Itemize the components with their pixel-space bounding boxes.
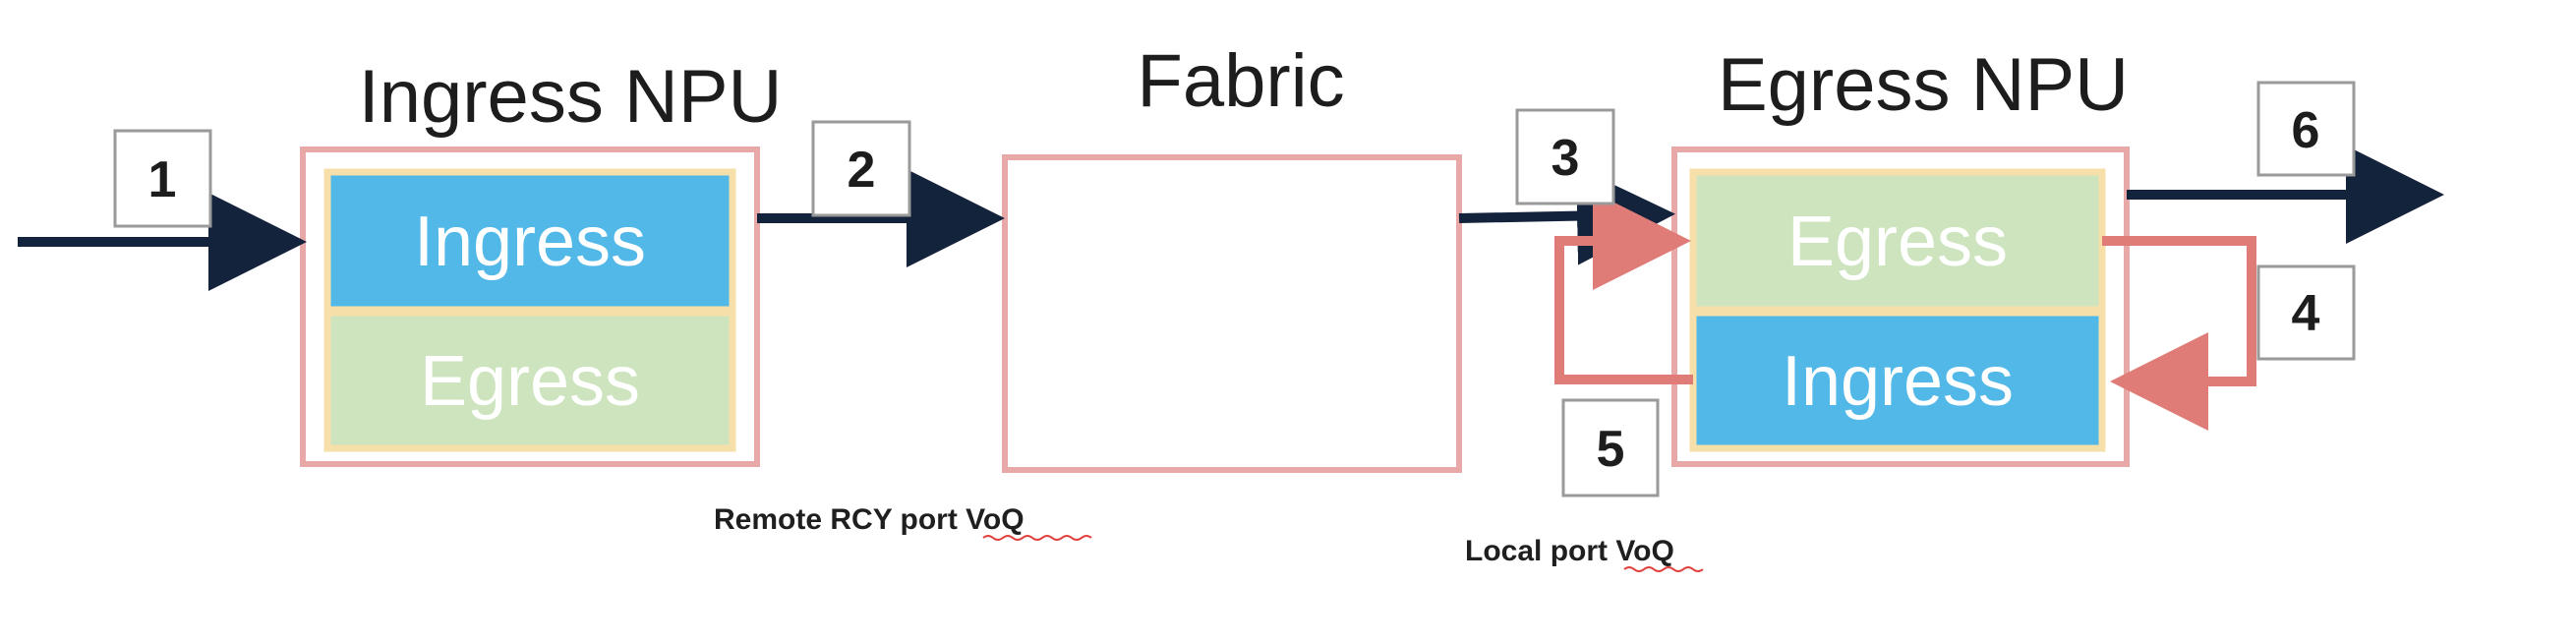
spellcheck-underline-local: [1623, 566, 1704, 572]
ingress-npu-egress-label: Egress: [420, 342, 640, 421]
step-box-2: 2: [811, 120, 911, 217]
note-local-port-voq: Local port VoQ: [1465, 535, 1674, 567]
flow-arrow-to-egress-npu: [1458, 166, 1675, 265]
fabric-box: [1002, 154, 1462, 473]
fabric: Fabric: [1002, 39, 1462, 473]
step-box-3: 3: [1515, 108, 1615, 205]
ingress-npu-frame: [300, 146, 760, 467]
egress-npu: Egress NPU Egress Ingress: [1671, 43, 2130, 467]
egress-npu-egress-label: Egress: [1787, 203, 2008, 281]
egress-npu-ingress-block: [1689, 309, 2106, 452]
ingress-npu-egress-block: [323, 309, 736, 452]
spellcheck-underline-remote: [982, 535, 1092, 541]
step-box-4: 4: [2256, 264, 2356, 361]
step-label-2: 2: [848, 142, 876, 199]
step-label-5: 5: [1597, 421, 1625, 478]
step-box-1: 1: [113, 129, 212, 228]
recycle-arrow-down: [2102, 236, 2256, 431]
ingress-npu: Ingress NPU Ingress Egress: [300, 55, 783, 467]
egress-npu-egress-block: [1689, 168, 2106, 314]
recycle-arrow-up: [1554, 192, 1693, 384]
step-label-6: 6: [2292, 102, 2320, 159]
ingress-npu-title: Ingress NPU: [359, 55, 783, 139]
step-box-5: 5: [1561, 398, 1660, 497]
ingress-npu-ingress-label: Ingress: [414, 203, 646, 281]
step-label-1: 1: [148, 151, 177, 208]
egress-npu-ingress-label: Ingress: [1782, 342, 2014, 421]
egress-npu-title: Egress NPU: [1718, 43, 2129, 127]
step-box-6: 6: [2256, 81, 2356, 177]
fabric-title: Fabric: [1137, 39, 1344, 123]
egress-npu-frame: [1671, 146, 2130, 467]
note-remote-rcy-port-voq: Remote RCY port VoQ: [714, 503, 1025, 536]
step-label-4: 4: [2292, 285, 2320, 342]
step-label-3: 3: [1551, 130, 1580, 187]
